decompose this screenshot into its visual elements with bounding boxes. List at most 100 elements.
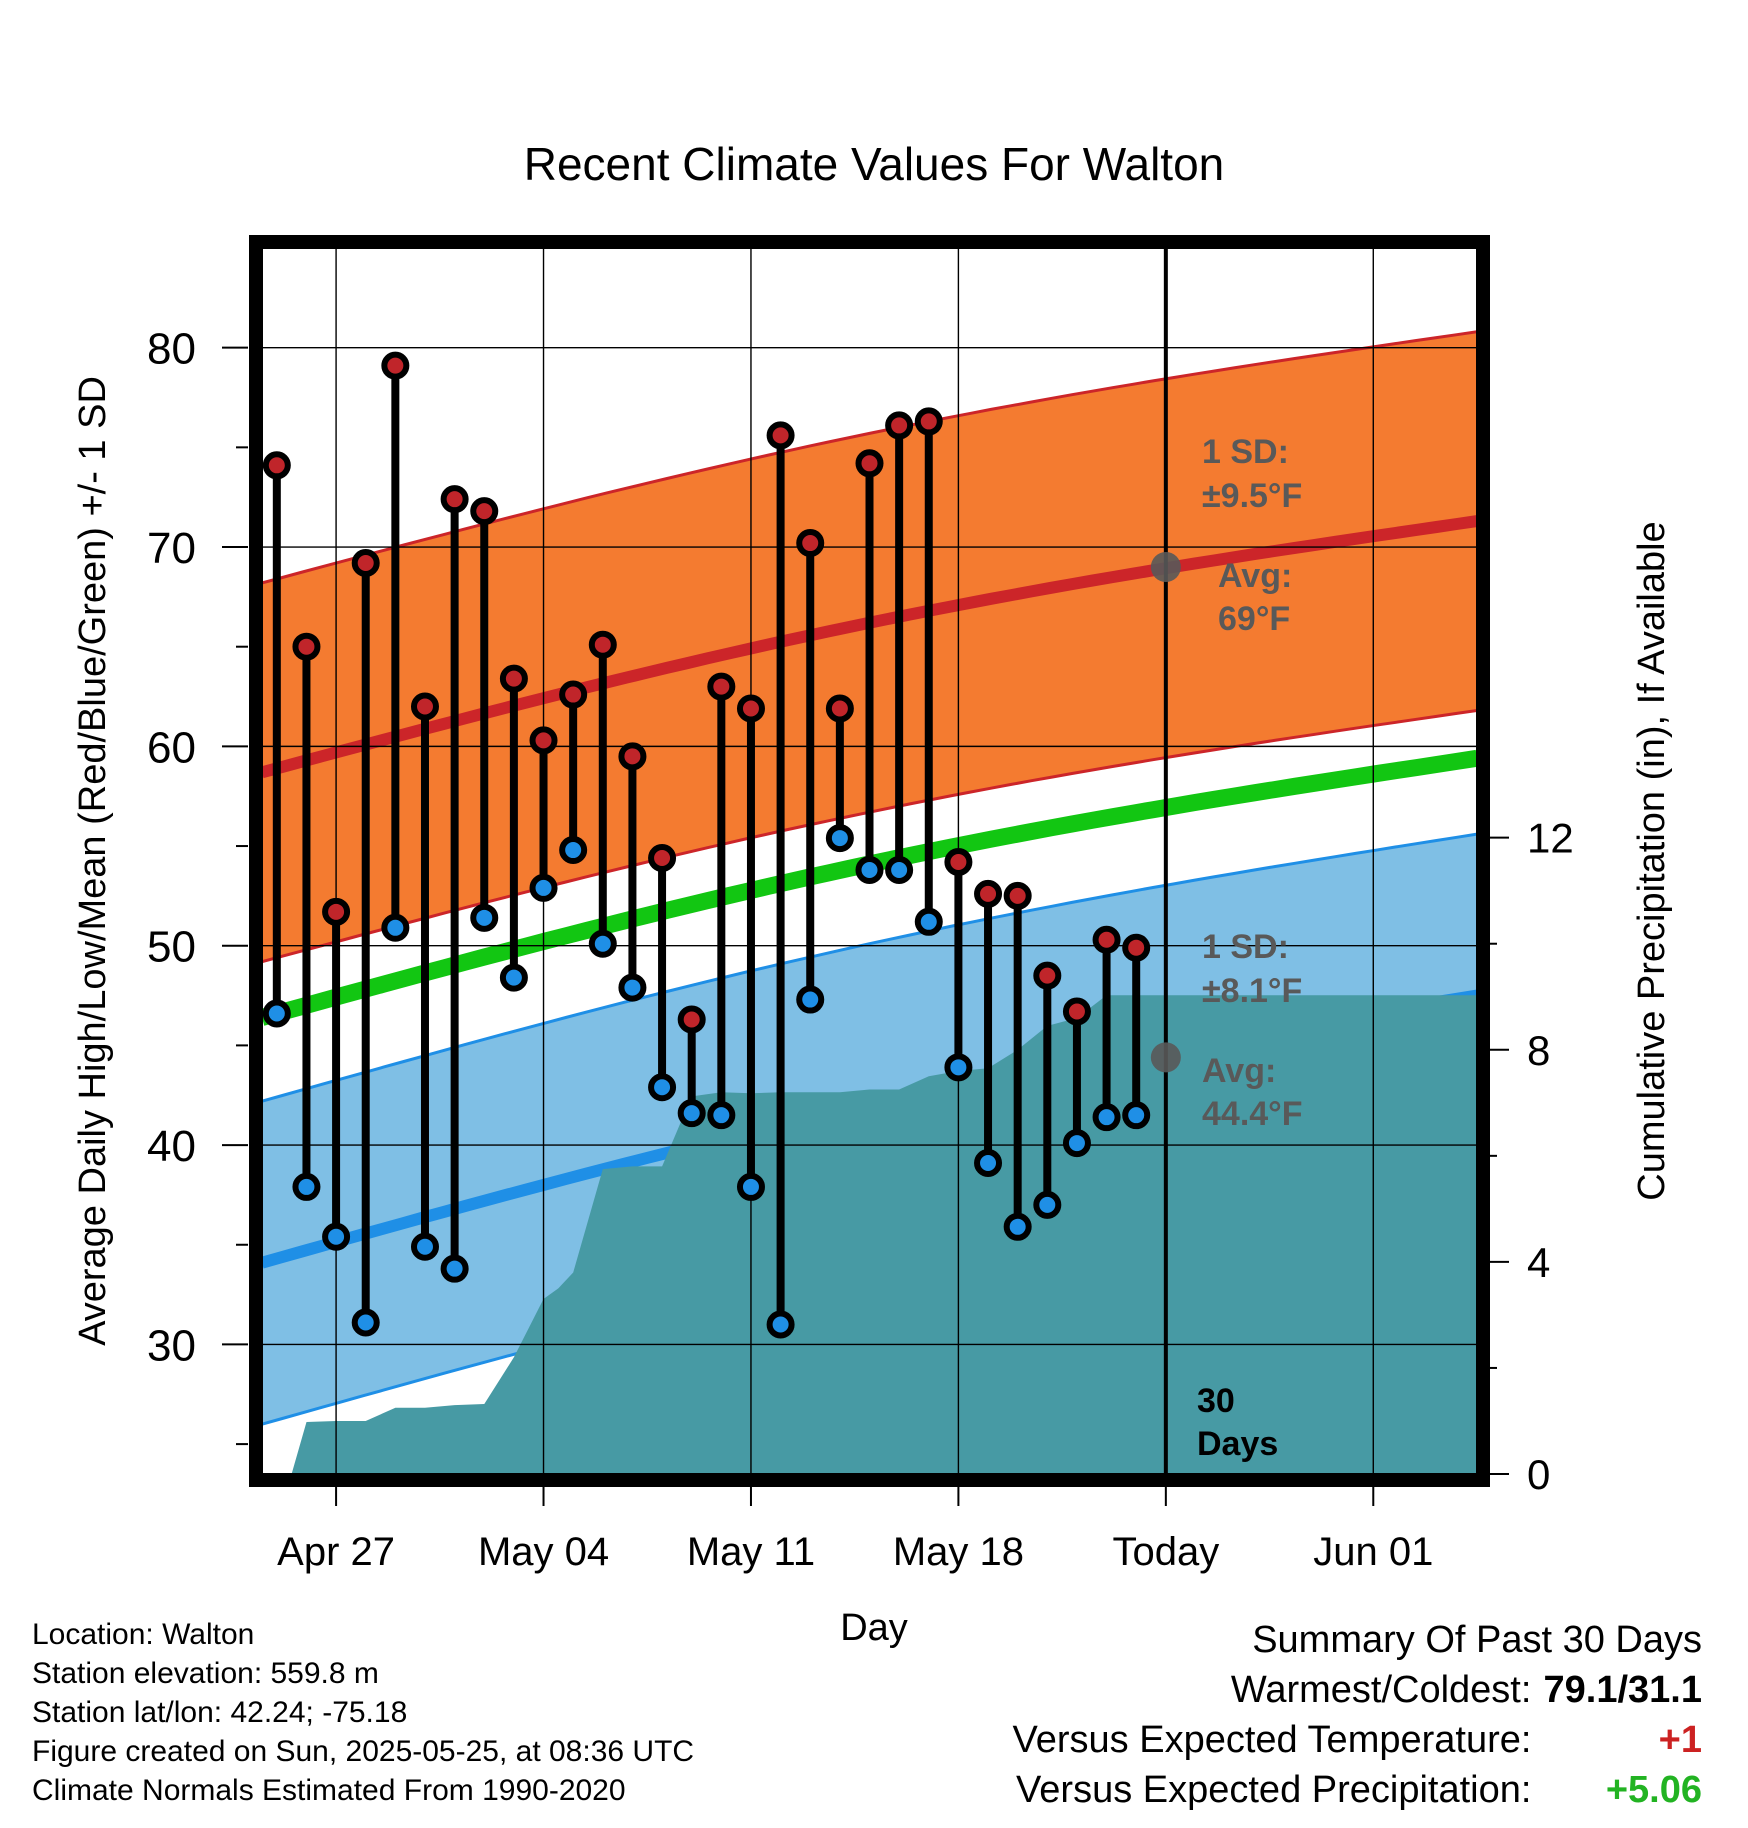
high-point <box>766 421 795 450</box>
high-point <box>736 694 765 723</box>
x-tick-label: May 04 <box>478 1530 609 1574</box>
low-point <box>292 1172 321 1201</box>
high-point <box>796 529 825 558</box>
low-point <box>381 913 410 942</box>
low-avg-label: Avg: <box>1202 1052 1276 1090</box>
low-point <box>885 855 914 884</box>
high-point <box>1003 881 1032 910</box>
y-tick-label: 30 <box>147 1321 196 1370</box>
low-point <box>1003 1212 1032 1241</box>
high-point <box>559 680 588 709</box>
temp-label: Versus Expected Temperature: <box>1012 1719 1532 1761</box>
low-point <box>707 1101 736 1130</box>
chart-title: Recent Climate Values For Walton <box>524 138 1225 190</box>
high-point <box>825 694 854 723</box>
high-point <box>974 879 1003 908</box>
x-tick-label: May 11 <box>687 1530 815 1574</box>
y2-tick-label: 12 <box>1527 815 1574 862</box>
high-sd-label: 1 SD: <box>1202 433 1289 471</box>
y2-tick-label: 8 <box>1527 1027 1550 1074</box>
created-text: Figure created on Sun, 2025-05-25, at 08… <box>32 1735 695 1768</box>
high-point <box>707 672 736 701</box>
normals-text: Climate Normals Estimated From 1990-2020 <box>32 1774 626 1807</box>
high-point <box>1062 997 1091 1026</box>
low-point <box>1092 1103 1121 1132</box>
high-point <box>470 497 499 526</box>
y-tick-label: 40 <box>147 1122 196 1171</box>
x-tick-label: May 18 <box>893 1530 1024 1574</box>
elevation-text: Station elevation: 559.8 m <box>32 1657 379 1690</box>
today-days-label: Days <box>1197 1425 1278 1463</box>
high-avg-label: Avg: <box>1218 557 1292 595</box>
high-point <box>885 411 914 440</box>
low-point <box>1062 1129 1091 1158</box>
precipitation-area <box>291 995 1477 1474</box>
low-point <box>618 973 647 1002</box>
low-point <box>440 1254 469 1283</box>
low-sd-label: 1 SD: <box>1202 928 1289 966</box>
high-point <box>292 632 321 661</box>
high-point <box>322 897 351 926</box>
low-point <box>825 824 854 853</box>
high-point <box>410 692 439 721</box>
latlon-text: Station lat/lon: 42.24; -75.18 <box>32 1696 408 1729</box>
high-point <box>648 844 677 873</box>
y2-axis-label: Cumulative Precipitation (in), If Availa… <box>1631 521 1673 1200</box>
low-point <box>529 873 558 902</box>
low-point <box>736 1172 765 1201</box>
precip-value: +5.06 <box>1605 1769 1702 1811</box>
summary-warm-cold-row: Warmest/Coldest: 79.1/31.1 <box>1013 1665 1702 1715</box>
low-point <box>262 999 291 1028</box>
high-point <box>855 449 884 478</box>
location-text: Location: Walton <box>32 1618 255 1651</box>
x-tick-label: Today <box>1112 1530 1219 1574</box>
high-point <box>588 630 617 659</box>
x-tick-label: Jun 01 <box>1313 1530 1433 1574</box>
low-point <box>855 855 884 884</box>
low-avg-value: 44.4°F <box>1202 1095 1303 1133</box>
high-point <box>914 407 943 436</box>
high-point <box>499 664 528 693</box>
low-point <box>944 1053 973 1082</box>
station-info: Location: Walton Station elevation: 559.… <box>32 1615 694 1810</box>
high-avg-value: 69°F <box>1218 600 1290 638</box>
low-point <box>588 929 617 958</box>
high-point <box>1122 933 1151 962</box>
low-point <box>677 1099 706 1128</box>
precip-label: Versus Expected Precipitation: <box>1016 1769 1532 1811</box>
high-normal-upper-edge <box>262 330 1477 585</box>
low-normal-upper-edge <box>262 832 1477 1103</box>
y-tick-label: 50 <box>147 923 196 972</box>
x-tick-label: Apr 27 <box>277 1530 395 1574</box>
low-point <box>499 963 528 992</box>
summary-title: Summary Of Past 30 Days <box>1252 1619 1702 1661</box>
high-point <box>618 742 647 771</box>
low-point <box>914 907 943 936</box>
high-point <box>351 548 380 577</box>
high-point <box>381 351 410 380</box>
y-tick-label: 80 <box>147 325 196 374</box>
today-high-normal-marker <box>1150 551 1181 582</box>
low-point <box>559 836 588 865</box>
low-sd-value: ±8.1°F <box>1202 972 1302 1010</box>
low-point <box>470 903 499 932</box>
summary-panel: Summary Of Past 30 Days Warmest/Coldest:… <box>1013 1615 1702 1815</box>
y2-tick-label: 0 <box>1527 1451 1550 1498</box>
low-point <box>410 1232 439 1261</box>
today-low-normal-marker <box>1150 1042 1181 1073</box>
temp-value: +1 <box>1658 1719 1702 1761</box>
summary-precip-row: Versus Expected Precipitation: +5.06 <box>1013 1765 1702 1815</box>
plot-frame <box>249 235 1490 1487</box>
y-tick-label: 70 <box>147 524 196 573</box>
plot-area: 1 SD: ±9.5°F Avg: 69°F 1 SD: ±8.1°F Avg: 44.4°F… <box>262 248 1477 1474</box>
low-point <box>974 1149 1003 1178</box>
low-point <box>1122 1101 1151 1130</box>
high-point <box>529 726 558 755</box>
high-point <box>440 485 469 514</box>
high-point <box>1033 961 1062 990</box>
today-days-number: 30 <box>1197 1382 1235 1420</box>
low-point <box>1033 1190 1062 1219</box>
y-axis-label: Average Daily High/Low/Mean (Red/Blue/Gr… <box>72 376 114 1346</box>
